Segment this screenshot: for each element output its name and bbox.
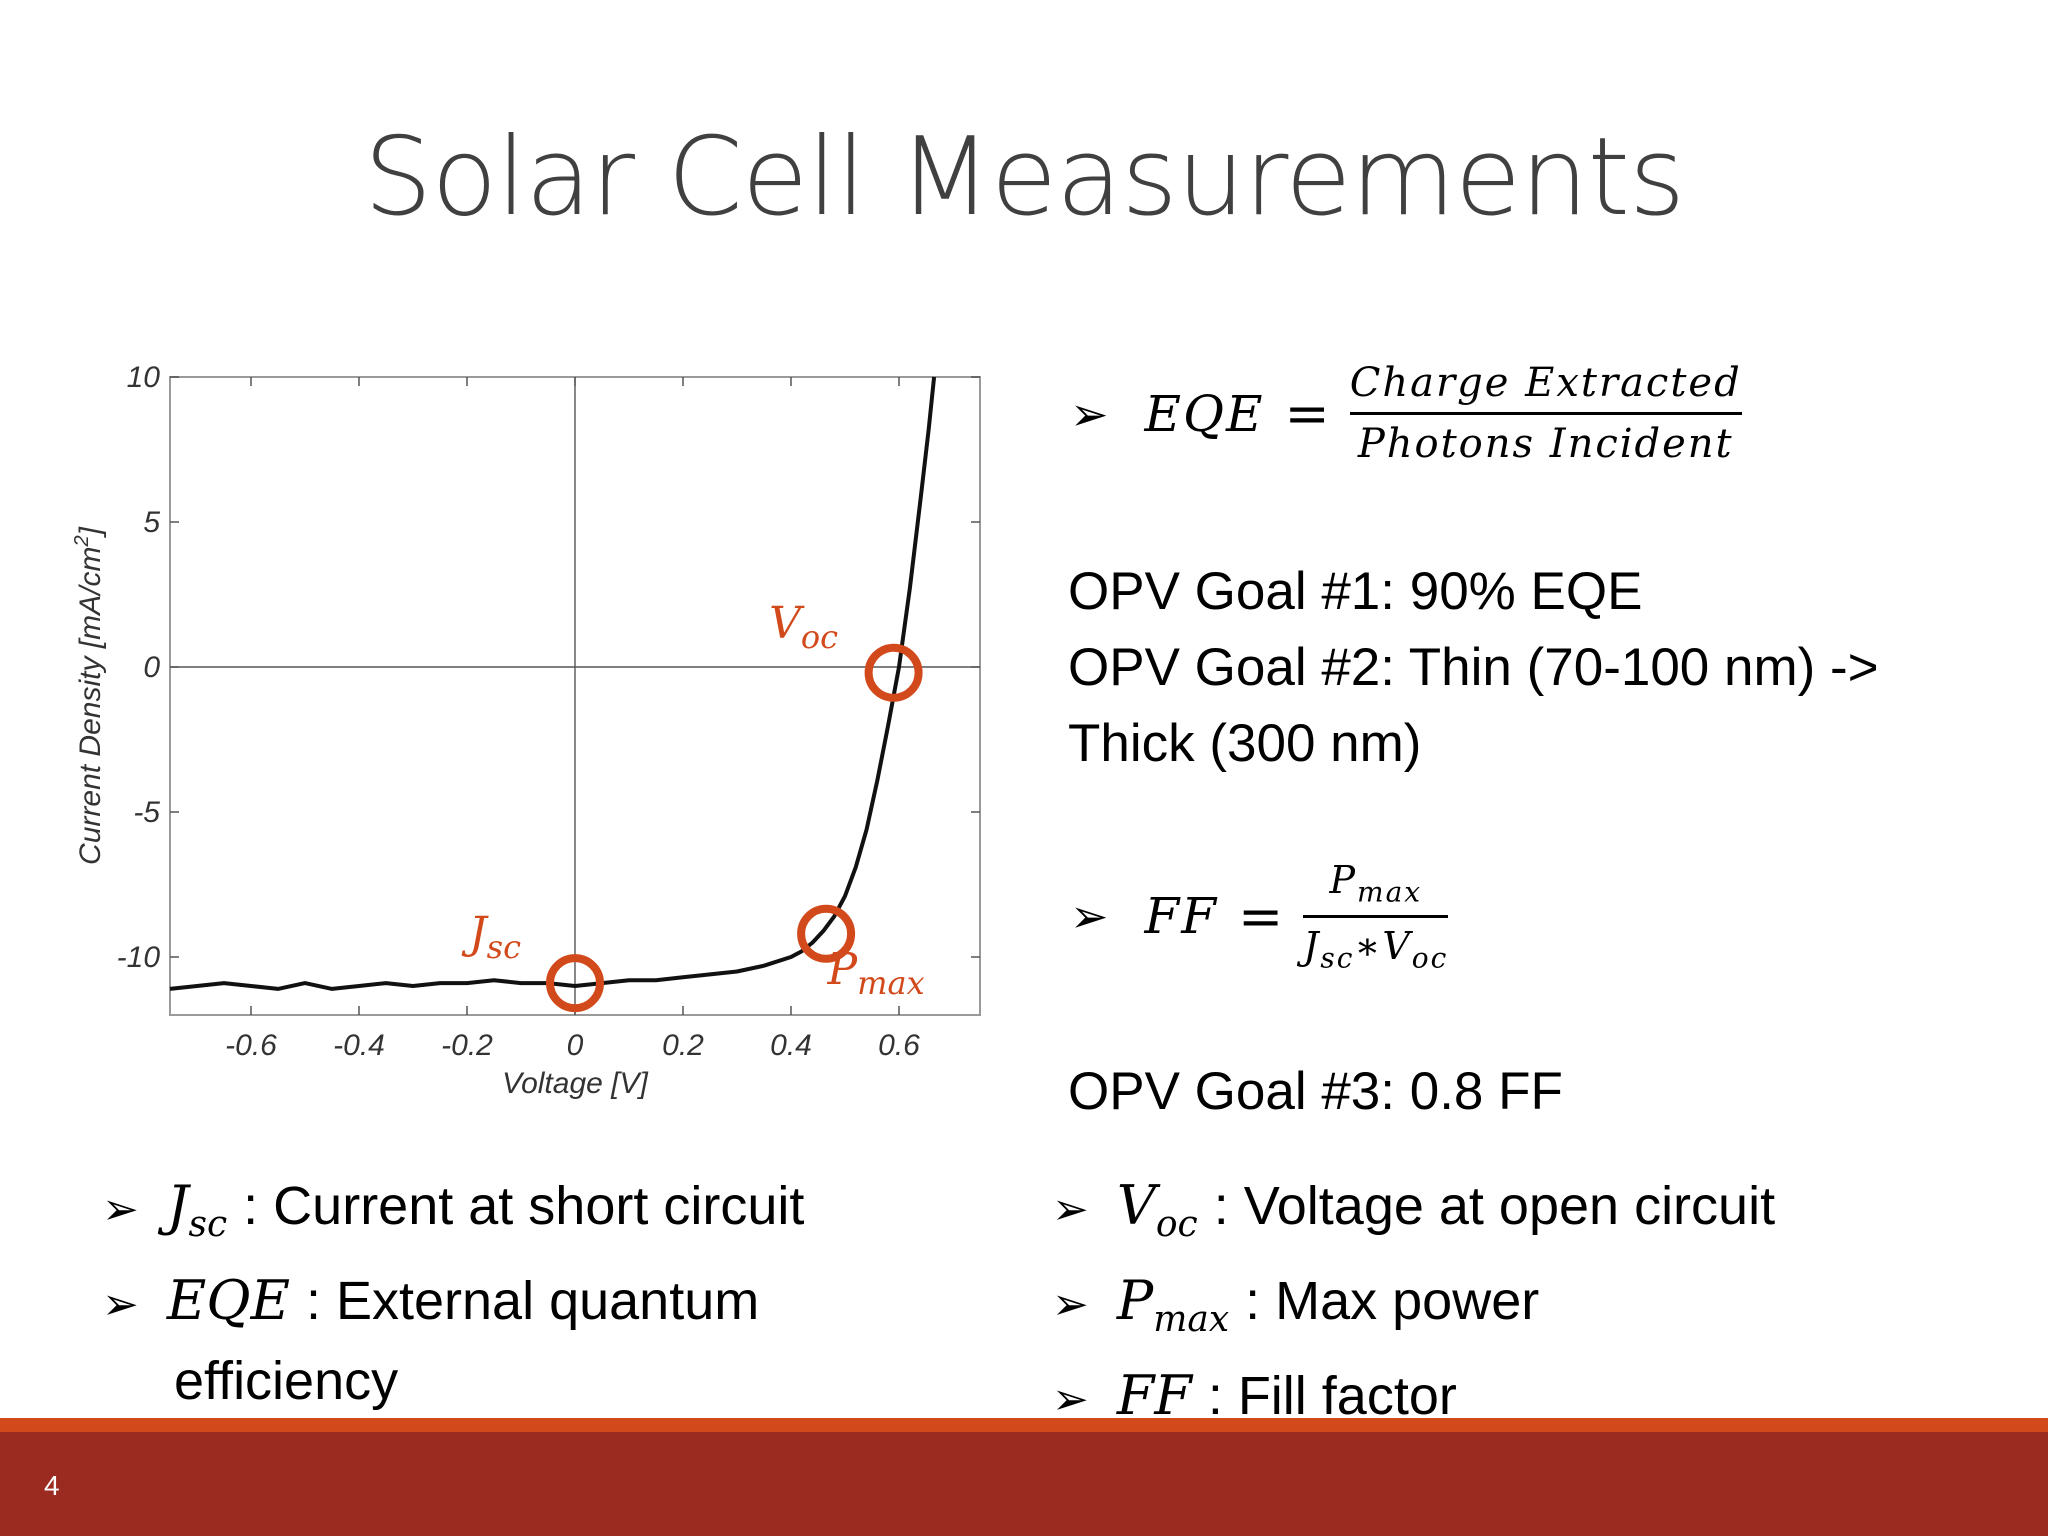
ff-numerator: Pmax	[1329, 858, 1423, 909]
bullet-arrow-icon: ➢	[1070, 889, 1109, 944]
definitions-right: ➢ Voc : Voltage at open circuit ➢ Pmax :…	[1052, 1168, 1775, 1438]
def-pmax: ➢ Pmax : Max power	[1052, 1263, 1775, 1358]
ff-lhs: FF	[1144, 887, 1218, 946]
ff-fraction: Pmax Jsc∗Voc	[1303, 858, 1449, 975]
ff-denominator: Jsc∗Voc	[1303, 923, 1449, 975]
fraction-bar	[1303, 914, 1449, 918]
x-axis-label: Voltage [V]	[502, 1067, 648, 1100]
definitions-left: ➢ Jsc : Current at short circuit ➢ EQE :…	[102, 1168, 804, 1419]
equals-sign: =	[1284, 382, 1330, 445]
slide-title: Solar Cell Measurements	[363, 115, 1685, 240]
def-ff: ➢ FF : Fill factor	[1052, 1358, 1775, 1438]
y-tick-label: 10	[127, 361, 161, 394]
iv-curve-chart: -0.6 -0.4 -0.2 0 0.2 0.4 0.6 10 5 0 -5 -10 Voltage […	[50, 350, 1000, 1110]
y-tick-label: 5	[143, 506, 160, 539]
marker-circle-voc	[864, 643, 923, 702]
equals-sign: =	[1237, 884, 1284, 948]
eqe-numerator: Charge Extracted	[1349, 360, 1742, 406]
footer-bar	[0, 1432, 2048, 1536]
def-jsc: ➢ Jsc : Current at short circuit	[102, 1168, 804, 1263]
goal-3: OPV Goal #3: 0.8 FF	[1068, 1062, 1563, 1121]
pmax-text: : Max power	[1245, 1270, 1540, 1331]
bullet-arrow-icon: ➢	[1052, 1184, 1089, 1235]
goal-2-line-2: Thick (300 nm)	[1068, 714, 1422, 773]
x-tick-label: -0.4	[333, 1029, 385, 1062]
x-tick-label: -0.2	[441, 1029, 493, 1062]
goal-1: OPV Goal #1: 90% EQE	[1068, 562, 1643, 621]
voc-symbol: Voc	[1116, 1174, 1198, 1245]
footer-accent-stripe	[0, 1418, 2048, 1432]
ff-text: : Fill factor	[1207, 1365, 1457, 1426]
y-tick-label: -5	[133, 796, 160, 829]
goal-2-line-1: OPV Goal #2: Thin (70-100 nm) ->	[1068, 638, 1879, 697]
iv-curve-line	[169, 376, 937, 991]
annotation-label-voc: Voc	[769, 598, 838, 656]
ff-symbol: FF	[1116, 1363, 1192, 1427]
eqe-text: : External quantum	[305, 1270, 760, 1331]
eqe-equation: ➢ EQE = Charge Extracted Photons Inciden…	[1070, 360, 1742, 467]
jsc-symbol: Jsc	[166, 1174, 228, 1245]
def-voc: ➢ Voc : Voltage at open circuit	[1052, 1168, 1775, 1263]
eqe-symbol: EQE	[166, 1268, 290, 1332]
x-tick-label: 0.2	[662, 1029, 704, 1062]
y-tick-label: -10	[117, 941, 161, 974]
bullet-arrow-icon: ➢	[1052, 1373, 1089, 1425]
bullet-arrow-icon: ➢	[1052, 1278, 1089, 1330]
opv-goals-1-2: OPV Goal #1: 90% EQE OPV Goal #2: Thin (…	[1068, 554, 1879, 782]
fraction-bar	[1349, 412, 1742, 415]
pmax-symbol: Pmax	[1116, 1268, 1230, 1340]
eqe-fraction: Charge Extracted Photons Incident	[1349, 360, 1742, 467]
eqe-denominator: Photons Incident	[1357, 421, 1734, 467]
voc-text: : Voltage at open circuit	[1213, 1176, 1776, 1236]
annotation-label-pmax: Pmax	[827, 944, 925, 1002]
ff-equation: ➢ FF = Pmax Jsc∗Voc	[1070, 858, 1449, 975]
x-tick-label: 0	[567, 1029, 584, 1062]
marker-circle-pmax	[797, 904, 856, 963]
def-eqe: ➢ EQE : External quantum	[102, 1263, 804, 1343]
y-tick-label: 0	[143, 651, 160, 684]
bullet-arrow-icon: ➢	[102, 1278, 139, 1330]
page-number: 4	[44, 1470, 60, 1501]
eqe-text-continued: efficiency	[174, 1350, 399, 1411]
marker-circle-jsc	[546, 954, 604, 1013]
bullet-arrow-icon: ➢	[1070, 386, 1109, 441]
x-tick-label: 0.6	[878, 1029, 920, 1062]
y-axis-label: Current Density [mA/cm2]	[71, 526, 107, 865]
jsc-text: : Current at short circuit	[243, 1176, 805, 1236]
eqe-lhs: EQE	[1144, 384, 1265, 443]
bullet-arrow-icon: ➢	[102, 1184, 139, 1235]
iv-curve-svg: -0.6 -0.4 -0.2 0 0.2 0.4 0.6 10 5 0 -5 -10 Voltage […	[71, 361, 981, 1100]
x-tick-label: -0.6	[225, 1029, 277, 1062]
x-tick-label: 0.4	[770, 1029, 812, 1062]
